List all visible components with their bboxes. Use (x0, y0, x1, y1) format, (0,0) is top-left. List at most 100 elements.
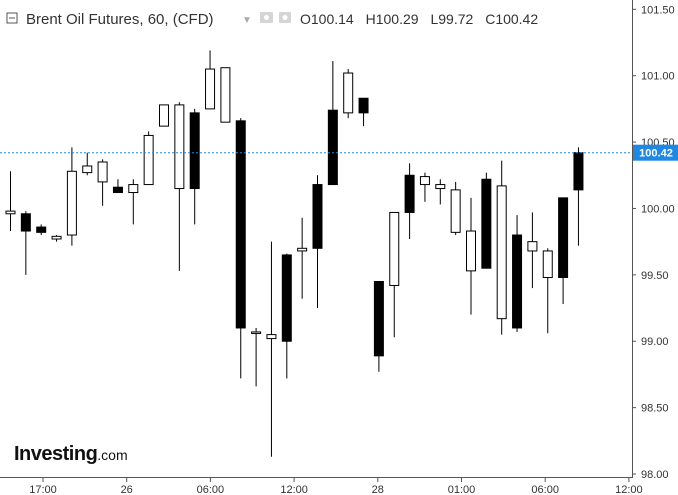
y-tick-label: 99.00 (641, 336, 669, 348)
candle (527, 212, 538, 289)
candle-body-up (266, 334, 277, 340)
candle (112, 179, 123, 194)
last-price-label: 100.42 (639, 148, 673, 160)
investing-logo: Investing.com (14, 443, 128, 465)
chart-header: Brent Oil Futures, 60, (CFD) ▼ O100.14 H… (6, 11, 538, 28)
candle-body-up (51, 235, 62, 240)
brand-suffix: .com (97, 447, 127, 463)
open-label: O (300, 11, 311, 27)
candle-body-down (312, 184, 323, 249)
candle-body-up (297, 247, 308, 252)
candle-body-up (466, 230, 476, 272)
svg-text:O100.14 H100.29 L9: O100.14 H100.29 L99.72 C100.42 (300, 11, 538, 27)
candle-body-down (404, 174, 415, 213)
candle (542, 248, 553, 334)
candle-body-up (527, 241, 538, 252)
brand-name: Investing (14, 443, 97, 465)
candle (251, 327, 262, 387)
x-tick-label: 12:00 (280, 484, 308, 495)
low-value: 99.72 (438, 11, 473, 27)
last-price-tag (633, 144, 678, 161)
candle-body-up (496, 185, 507, 320)
candle (128, 179, 139, 225)
candle (281, 253, 292, 379)
candle-body-up (128, 184, 139, 194)
candles (5, 50, 584, 457)
close-value: 100.42 (495, 11, 538, 27)
x-tick-label: 12:00 (615, 484, 643, 495)
low-label: L (430, 11, 438, 27)
candle-body-up (97, 161, 108, 183)
candle-body-up (389, 211, 400, 286)
candle (373, 280, 384, 372)
candle-body-down (373, 280, 384, 357)
candle-body-up (435, 184, 446, 190)
y-tick-label: 98.00 (641, 469, 669, 481)
candle (512, 215, 523, 332)
candle (205, 50, 216, 110)
candle (466, 197, 476, 315)
candle-body-up (343, 72, 354, 114)
candle-body-down (327, 109, 338, 186)
candle-body-down (481, 178, 492, 269)
svg-text:Investing.com: Investing.com (14, 443, 128, 465)
candle (573, 147, 584, 246)
chevron-down-icon[interactable]: ▼ (242, 15, 252, 26)
candle-body-up (82, 165, 93, 174)
candle-body-down (358, 97, 369, 114)
candle (220, 67, 231, 123)
candle (297, 217, 308, 299)
candle (174, 102, 185, 271)
x-axis-ticks: 17:00 26 06:00 12:00 28 01:00 06:00 12:00 (29, 478, 643, 495)
candle-body-down (36, 226, 47, 233)
candle (450, 181, 461, 236)
high-value: 100.29 (376, 11, 419, 27)
last-price-line: 100.42 (0, 144, 678, 161)
collapse-icon[interactable] (6, 12, 18, 24)
gear-icon-center (282, 15, 288, 20)
candle (159, 104, 169, 127)
candle (97, 159, 108, 206)
y-tick-label: 98.50 (641, 403, 669, 415)
candle-body-up (159, 104, 169, 127)
y-tick-label: 100.00 (641, 203, 675, 215)
candle-body-down (20, 213, 31, 232)
x-tick-label: 06:00 (197, 484, 225, 495)
candle (189, 108, 200, 225)
candle (20, 211, 31, 275)
candle (496, 160, 507, 335)
x-tick-label: 17:00 (29, 484, 57, 495)
candle-body-down (189, 112, 200, 190)
candle-body-up (220, 67, 231, 123)
candle-body-up (5, 210, 16, 215)
candle-body-up (174, 104, 185, 190)
candle (312, 175, 323, 309)
x-tick-label: 26 (121, 484, 133, 495)
candle-body-up (450, 189, 461, 233)
candle (343, 69, 354, 119)
candle (36, 224, 47, 236)
candle (266, 241, 277, 457)
camera-icon-lens (264, 15, 269, 20)
candle-body-down (573, 152, 584, 191)
candle (51, 235, 62, 242)
candle (5, 171, 16, 232)
candle (419, 172, 430, 202)
candle (404, 163, 415, 239)
candle (389, 211, 400, 338)
high-label: H (366, 11, 376, 27)
x-tick-label: 01:00 (448, 484, 476, 495)
candle-body-up (419, 176, 430, 186)
candle (82, 152, 93, 176)
candle (435, 179, 446, 205)
candle (235, 118, 246, 379)
y-tick-label: 101.50 (641, 4, 675, 16)
x-tick-label: 28 (372, 484, 384, 495)
candle-body-down (112, 186, 123, 194)
candle-body-down (558, 197, 569, 279)
candle (358, 97, 369, 127)
candle-body-down (281, 254, 292, 342)
symbol-title: Brent Oil Futures, 60, (CFD) (26, 11, 214, 28)
